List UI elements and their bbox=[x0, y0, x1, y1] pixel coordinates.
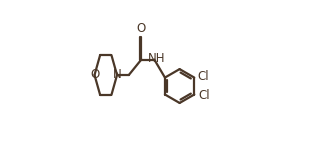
Text: Cl: Cl bbox=[197, 70, 209, 83]
Text: Cl: Cl bbox=[198, 89, 210, 102]
Text: NH: NH bbox=[148, 52, 165, 64]
Text: O: O bbox=[137, 22, 146, 35]
Text: O: O bbox=[90, 69, 99, 81]
Text: N: N bbox=[113, 69, 121, 81]
